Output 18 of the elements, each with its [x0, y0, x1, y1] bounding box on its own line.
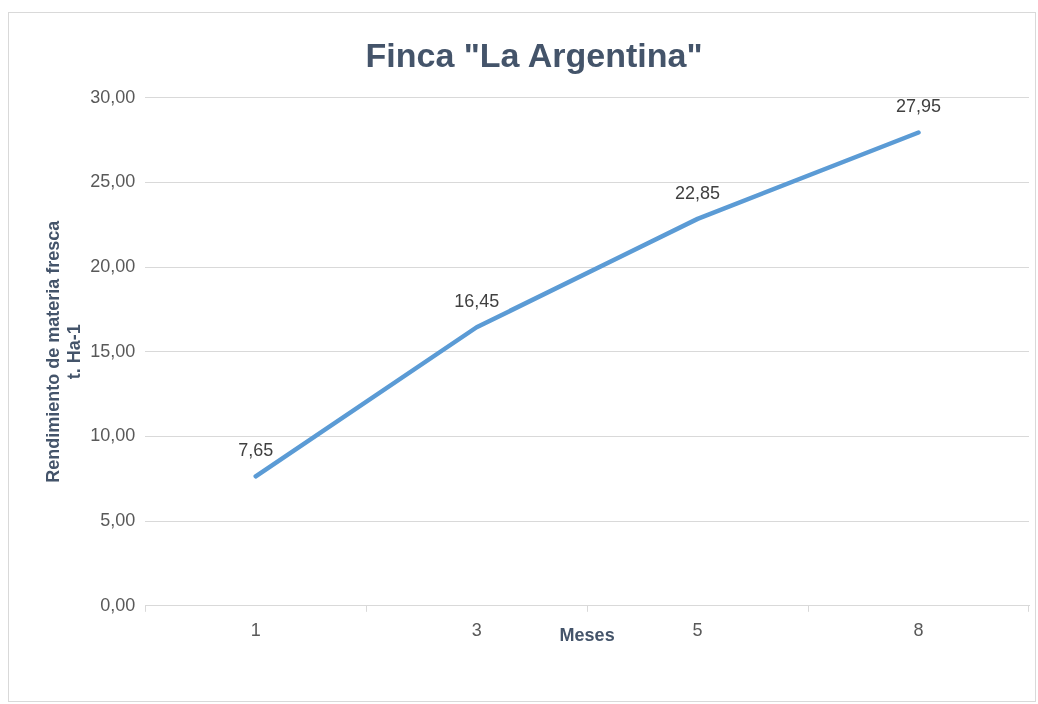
- chart-title: Finca "La Argentina": [365, 35, 703, 74]
- data-label: 22,85: [675, 182, 721, 203]
- x-tick-label: 1: [250, 619, 261, 640]
- x-tick-label: 5: [692, 619, 703, 640]
- y-tick-label: 10,00: [90, 425, 136, 446]
- y-axis-title: Rendimiento de materia fresca t. Ha-1: [42, 219, 85, 483]
- x-tick-label: 8: [913, 619, 924, 640]
- x-axis-title: Meses: [559, 625, 615, 646]
- data-label: 27,95: [896, 96, 942, 117]
- y-tick-label: 5,00: [100, 510, 136, 531]
- x-tick-label: 3: [471, 619, 482, 640]
- y-tick-label: 0,00: [100, 594, 136, 615]
- y-tick-label: 20,00: [90, 256, 136, 277]
- data-label: 7,65: [238, 440, 274, 461]
- y-tick-label: 15,00: [90, 340, 136, 361]
- data-label: 16,45: [454, 291, 500, 312]
- y-tick-label: 25,00: [90, 171, 136, 192]
- y-tick-label: 30,00: [90, 86, 136, 107]
